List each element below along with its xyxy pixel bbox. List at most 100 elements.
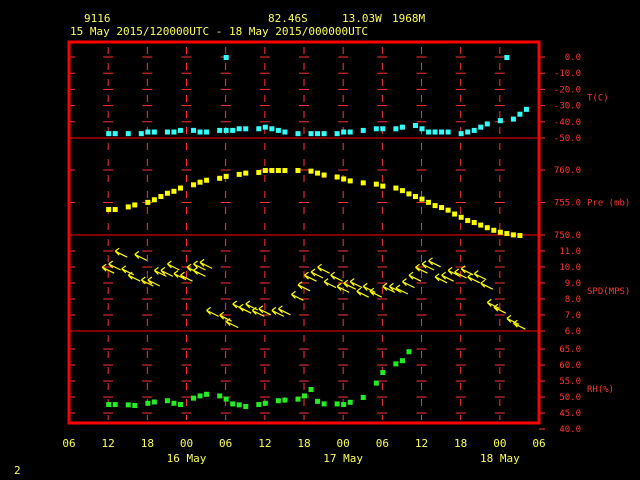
temp-point	[236, 126, 242, 132]
rh-point	[341, 402, 347, 408]
temp-point	[504, 55, 510, 60]
pressure-point	[151, 197, 157, 203]
rh-point	[164, 398, 170, 404]
pressure-point	[373, 181, 379, 187]
wind-arrow	[140, 276, 154, 287]
pressure-point	[347, 178, 353, 184]
wind-arrow	[343, 279, 356, 290]
rh-point	[125, 402, 131, 408]
pressure-point	[321, 172, 327, 178]
pressure-point	[380, 183, 386, 189]
wind-arrow	[415, 263, 428, 274]
temp-point	[517, 111, 523, 117]
rh-point	[406, 349, 412, 355]
pressure-point	[452, 211, 458, 217]
wind-arrow	[271, 306, 285, 317]
station-elev: 1968M	[392, 12, 425, 25]
wind-arrow	[180, 271, 193, 282]
temp-point	[112, 131, 118, 137]
temp-point	[295, 131, 301, 137]
wind-arrow	[245, 300, 259, 311]
temp-point	[426, 129, 432, 135]
y-tick-label: -50.0	[554, 134, 581, 144]
y-tick-label: 65.0	[559, 345, 581, 355]
rh-point	[393, 361, 399, 367]
wind-arrow	[101, 263, 115, 274]
y-tick-label: 750.0	[554, 231, 581, 241]
wind-arrow	[362, 282, 376, 293]
panel-label-pressure: Pre (mb)	[587, 199, 630, 209]
pressure-point	[510, 232, 516, 238]
temp-point	[164, 129, 170, 135]
wind-arrow	[441, 271, 454, 282]
pressure-point	[308, 168, 314, 174]
pressure-point	[177, 185, 183, 191]
temp-point	[191, 127, 197, 133]
x-date-label: 17 May	[323, 452, 363, 465]
panel-label-rh: RH(%)	[587, 385, 614, 395]
rh-point	[197, 393, 203, 399]
rh-point	[262, 400, 268, 406]
x-tick-label: 00	[493, 437, 506, 450]
wind-arrow	[310, 268, 324, 279]
pressure-point	[471, 220, 477, 225]
temp-point	[262, 124, 268, 130]
temp-point	[269, 126, 275, 132]
wind-arrow	[512, 319, 526, 330]
rh-point	[360, 395, 366, 400]
wind-arrow	[251, 306, 265, 317]
pressure-point	[360, 180, 366, 186]
rh-point	[321, 401, 327, 407]
pressure-point	[145, 199, 151, 205]
wind-arrow	[193, 266, 206, 277]
temp-point	[171, 129, 177, 135]
y-tick-label: 9.0	[565, 279, 581, 289]
wind-arrow	[199, 258, 213, 269]
y-tick-label: 50.0	[559, 393, 581, 403]
plot-frame	[67, 40, 541, 425]
temp-point	[432, 129, 438, 135]
rh-point	[132, 403, 138, 408]
pressure-point	[484, 225, 490, 231]
temp-point	[373, 126, 379, 132]
pressure-point	[426, 199, 432, 205]
x-tick-label: 12	[415, 437, 428, 450]
temp-point	[223, 55, 229, 60]
rh-point	[145, 400, 151, 406]
pressure-point	[243, 170, 249, 176]
pressure-point	[112, 207, 118, 212]
pressure-point	[256, 169, 262, 175]
pressure-point	[439, 205, 445, 211]
page-number: 2	[14, 464, 21, 477]
rh-point	[380, 370, 386, 376]
wind-arrow	[493, 303, 507, 314]
pressure-point	[458, 214, 464, 220]
wind-arrow	[434, 273, 448, 284]
panel-label-temp: T(C)	[587, 94, 609, 104]
wind-arrow	[219, 311, 232, 322]
wind-arrow	[258, 305, 272, 316]
temp-point	[419, 126, 425, 132]
temp-point	[308, 131, 314, 137]
rh-point	[399, 358, 405, 364]
rh-point	[308, 387, 314, 392]
temp-point	[230, 127, 236, 133]
x-tick-label: 06	[532, 437, 545, 450]
temp-point	[484, 121, 490, 127]
temp-point	[145, 129, 151, 135]
panel-label-wind: SPD(MPS)	[587, 287, 630, 297]
rh-point	[112, 402, 118, 408]
pressure-point	[504, 231, 510, 237]
time-period: 15 May 2015/120000UTC - 18 May 2015/0000…	[70, 25, 368, 38]
wind-arrow	[486, 298, 500, 309]
y-tick-label: 8.0	[565, 295, 581, 305]
wind-arrow	[330, 271, 343, 282]
wind-arrow	[134, 250, 148, 261]
rh-point	[230, 401, 236, 407]
temp-point	[458, 131, 464, 137]
temp-point	[177, 127, 183, 133]
station-lon: 13.03W	[342, 12, 382, 25]
rh-point	[347, 399, 353, 405]
wind-arrow	[402, 278, 415, 289]
wind-arrow	[291, 290, 304, 301]
